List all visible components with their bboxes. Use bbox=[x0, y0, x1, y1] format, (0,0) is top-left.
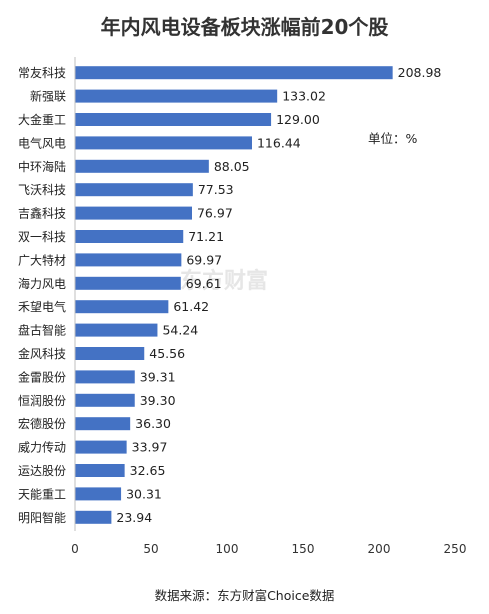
category-label: 天能重工 bbox=[18, 487, 66, 501]
bar bbox=[75, 89, 278, 103]
bar bbox=[75, 487, 122, 501]
category-label: 双一科技 bbox=[18, 230, 66, 244]
bar bbox=[75, 440, 127, 454]
x-tick-label: 250 bbox=[444, 542, 467, 556]
value-label: 54.24 bbox=[162, 323, 198, 338]
category-label: 常友科技 bbox=[18, 66, 66, 80]
value-label: 133.02 bbox=[282, 89, 326, 104]
category-label: 禾望电气 bbox=[18, 299, 66, 314]
bar bbox=[75, 66, 393, 80]
value-label: 39.30 bbox=[140, 393, 176, 408]
bar bbox=[75, 370, 135, 384]
bar bbox=[75, 136, 252, 150]
category-label: 飞沃科技 bbox=[18, 183, 66, 197]
source-note: 数据来源：东方财富Choice数据 bbox=[155, 588, 335, 603]
category-label: 恒润股份 bbox=[18, 394, 66, 408]
bar bbox=[75, 159, 209, 173]
category-label: 吉鑫科技 bbox=[18, 206, 66, 221]
category-labels: 常友科技新强联大金重工电气风电中环海陆飞沃科技吉鑫科技双一科技广大特材海力风电禾… bbox=[18, 66, 66, 525]
value-label: 208.98 bbox=[398, 65, 442, 80]
category-label: 海力风电 bbox=[18, 276, 66, 291]
bar bbox=[75, 183, 193, 197]
value-label: 77.53 bbox=[198, 182, 234, 197]
category-label: 金雷股份 bbox=[18, 369, 66, 384]
category-label: 运达股份 bbox=[18, 464, 66, 478]
x-tick-label: 0 bbox=[71, 542, 79, 556]
category-label: 新强联 bbox=[30, 89, 66, 104]
value-label: 33.97 bbox=[132, 440, 168, 455]
value-label: 30.31 bbox=[126, 486, 162, 501]
category-label: 盘古智能 bbox=[18, 323, 66, 338]
category-label: 电气风电 bbox=[18, 135, 66, 150]
x-tick-label: 150 bbox=[292, 542, 315, 556]
bar bbox=[75, 393, 135, 407]
x-tick-label: 100 bbox=[216, 542, 239, 556]
bar bbox=[75, 347, 145, 360]
value-label: 129.00 bbox=[276, 112, 320, 127]
value-label: 88.05 bbox=[214, 159, 250, 174]
value-label: 76.97 bbox=[197, 206, 233, 221]
bars-group bbox=[75, 66, 393, 524]
category-label: 大金重工 bbox=[18, 112, 66, 127]
bar bbox=[75, 300, 169, 314]
unit-label: 单位：% bbox=[368, 131, 418, 146]
value-label: 69.61 bbox=[186, 276, 222, 291]
bar bbox=[75, 464, 125, 477]
bar bbox=[75, 253, 182, 267]
category-label: 明阳智能 bbox=[18, 510, 66, 525]
bar bbox=[75, 206, 192, 220]
category-label: 中环海陆 bbox=[18, 159, 66, 174]
x-tick-label: 200 bbox=[368, 542, 391, 556]
watermark-text: 东方财富 bbox=[180, 268, 268, 294]
category-label: 宏德股份 bbox=[18, 416, 66, 431]
value-labels: 208.98 133.02 129.00 116.44 88.05 77.53 76.97 7… bbox=[116, 65, 441, 525]
x-axis: 0 50 100 150 200 250 bbox=[71, 57, 466, 556]
x-tick-label: 50 bbox=[143, 542, 158, 556]
value-label: 61.42 bbox=[173, 299, 209, 314]
value-label: 69.97 bbox=[186, 252, 222, 267]
bar bbox=[75, 323, 158, 337]
category-label: 金风科技 bbox=[18, 346, 66, 361]
bar bbox=[75, 510, 112, 524]
value-label: 32.65 bbox=[130, 463, 166, 478]
bar bbox=[75, 417, 131, 431]
value-label: 71.21 bbox=[188, 229, 224, 244]
value-label: 23.94 bbox=[116, 510, 152, 525]
value-label: 116.44 bbox=[257, 135, 301, 150]
chart-title: 年内风电设备板块涨幅前20个股 bbox=[101, 15, 389, 39]
category-label: 广大特材 bbox=[18, 252, 66, 267]
value-label: 36.30 bbox=[135, 416, 171, 431]
value-label: 45.56 bbox=[149, 346, 185, 361]
bar bbox=[75, 113, 272, 126]
bar bbox=[75, 276, 181, 290]
bar bbox=[75, 230, 184, 243]
category-label: 威力传动 bbox=[18, 440, 66, 455]
value-label: 39.31 bbox=[140, 369, 176, 384]
